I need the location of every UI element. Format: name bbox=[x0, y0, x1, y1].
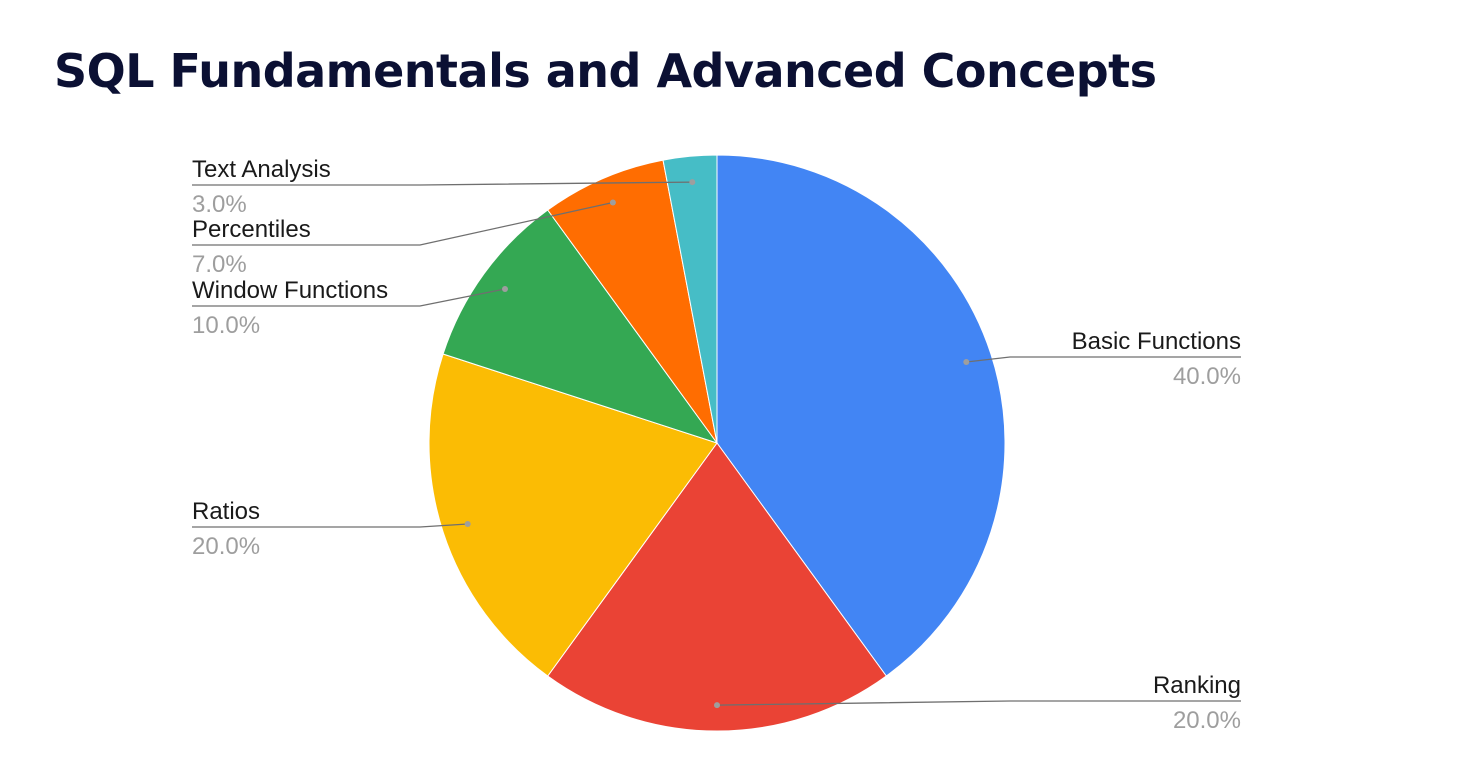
slice-label-ranking: Ranking bbox=[1153, 672, 1241, 699]
slice-percent-percentiles: 7.0% bbox=[192, 251, 247, 278]
pie-slice-ranking bbox=[547, 442, 887, 732]
pie-slice-ratios bbox=[428, 353, 718, 677]
callout-line-percentiles bbox=[192, 201, 614, 246]
page-title: SQL Fundamentals and Advanced Concepts bbox=[54, 44, 1157, 98]
slice-label-ratios: Ratios bbox=[192, 498, 260, 525]
slice-labels: Basic Functions 40.0% Ranking 20.0% Ratios 20… bbox=[192, 156, 1241, 734]
pie-slice-basic-functions bbox=[716, 154, 1006, 677]
slice-percent-basic-functions: 40.0% bbox=[1173, 363, 1241, 390]
slice-percent-ratios: 20.0% bbox=[192, 533, 260, 560]
pie-slices bbox=[428, 154, 1006, 732]
callout-dot-percentiles bbox=[609, 199, 616, 206]
callout-line-ranking bbox=[716, 700, 1241, 706]
callout-dot-window-functions bbox=[502, 286, 508, 292]
callout-dot-text-analysis bbox=[689, 179, 696, 186]
callout-dot-basic-functions bbox=[963, 359, 970, 365]
callout-line-ratios bbox=[192, 523, 468, 528]
slice-label-window-functions: Window Functions bbox=[192, 277, 388, 304]
pie-slice-window-functions bbox=[442, 209, 719, 444]
slice-percent-window-functions: 10.0% bbox=[192, 312, 260, 339]
callout-dot-ratios bbox=[464, 521, 471, 527]
callout-line-window-functions bbox=[192, 288, 506, 307]
slice-label-basic-functions: Basic Functions bbox=[1072, 328, 1241, 355]
callout-line-text-analysis bbox=[192, 181, 693, 186]
slice-label-text-analysis: Text Analysis bbox=[192, 156, 331, 183]
slice-percent-text-analysis: 3.0% bbox=[192, 191, 247, 218]
callout-dot-ranking bbox=[714, 702, 720, 709]
slice-percent-ranking: 20.0% bbox=[1173, 707, 1241, 734]
slice-label-percentiles: Percentiles bbox=[192, 216, 311, 243]
callout-line-basic-functions bbox=[966, 356, 1241, 363]
pie-slice-text-analysis bbox=[662, 154, 718, 444]
pie-slice-percentiles bbox=[547, 159, 718, 444]
callout-lines bbox=[192, 179, 1241, 709]
